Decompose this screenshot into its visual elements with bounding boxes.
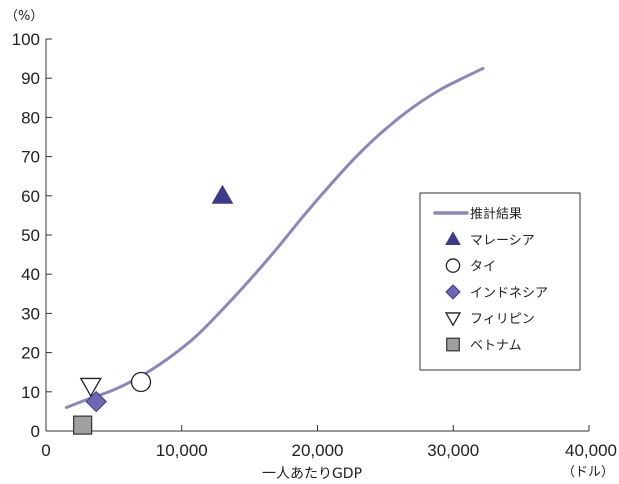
legend-label: 推計結果 xyxy=(470,206,522,222)
y-unit-label: （%） xyxy=(5,9,43,24)
y-axis: （%） 0 10 20 30 40 50 60 70 80 90 100 xyxy=(5,9,52,441)
data-point xyxy=(74,416,92,434)
data-markers xyxy=(74,186,233,434)
legend-swatch xyxy=(446,259,459,272)
x-tick-label: 20,000 xyxy=(292,441,344,460)
y-tick-label: 50 xyxy=(21,226,40,245)
y-tick-label: 70 xyxy=(21,148,40,167)
y-tick-label: 80 xyxy=(21,108,40,127)
y-tick-label: 20 xyxy=(21,344,40,363)
x-tick-label: 30,000 xyxy=(427,441,479,460)
y-tick-label: 90 xyxy=(21,69,40,88)
legend-label: インドネシア xyxy=(470,286,548,301)
y-tick-label: 60 xyxy=(21,187,40,206)
legend-label: マレーシア xyxy=(470,233,535,248)
data-point xyxy=(132,373,151,392)
x-axis: 0 10,000 20,000 30,000 40,000 一人あたりGDP （ドル） xyxy=(41,425,617,482)
data-point xyxy=(212,186,232,204)
x-tick-label: 10,000 xyxy=(156,441,208,460)
x-tick-label: 0 xyxy=(41,441,50,460)
legend-label: ベトナム xyxy=(470,339,522,354)
y-tick-label: 30 xyxy=(21,304,40,323)
legend-swatch xyxy=(447,338,460,351)
legend-label: タイ xyxy=(470,260,496,275)
x-axis-title: 一人あたりGDP xyxy=(262,466,362,482)
y-tick-label: 10 xyxy=(21,383,40,402)
x-unit-label: （ドル） xyxy=(562,465,614,480)
y-tick-label: 40 xyxy=(21,265,40,284)
y-tick-label: 100 xyxy=(12,30,40,49)
x-tick-label: 40,000 xyxy=(565,441,617,460)
y-tick-label: 0 xyxy=(31,422,40,441)
x-ticks: 0 10,000 20,000 30,000 40,000 xyxy=(41,425,617,460)
legend-label: フィリピン xyxy=(470,312,535,327)
